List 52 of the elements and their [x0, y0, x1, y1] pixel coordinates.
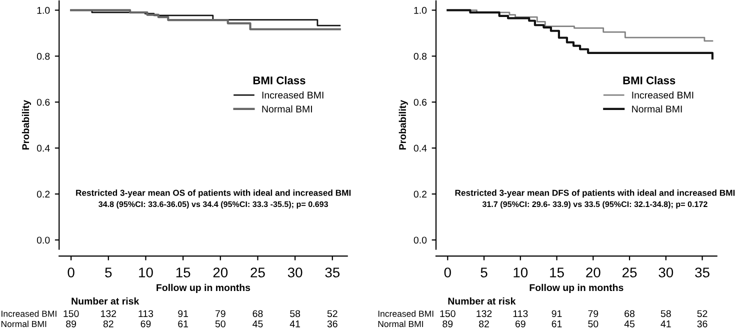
x-tick-label: 15	[550, 268, 564, 278]
y-tick-label: 0.8	[36, 52, 50, 60]
y-tick-label: 0.6	[414, 98, 427, 106]
y-tick-label: 1.0	[37, 6, 50, 14]
y-tick-label: 0.0	[36, 236, 50, 244]
text: 150 132 113 91 79 68 58 52	[64, 310, 338, 318]
text: 150 132 113 91 79 68 58 52	[440, 310, 708, 318]
y-axis-title: Probability	[22, 100, 32, 150]
y-tick-label: 1.0	[414, 6, 427, 14]
x-tick-label: 10	[139, 268, 153, 278]
legend-title: BMI Class	[253, 76, 306, 84]
y-axis-title: Probability	[398, 100, 408, 150]
legend-label: Increased BMI	[632, 91, 694, 99]
y-tick-label: 0.2	[36, 190, 50, 198]
x-tick-label: 20	[586, 268, 600, 278]
text: 89 82 69 61 50 45 41 36	[442, 320, 708, 328]
x-tick-label: 20	[213, 268, 228, 278]
y-tick-label: 0.6	[36, 98, 50, 106]
x-tick-label: 35	[325, 268, 340, 278]
x-tick-label: 35	[695, 268, 710, 278]
y-tick-label: 0.4	[36, 144, 50, 152]
x-tick-label: 25	[622, 268, 637, 278]
x-tick-label: 25	[250, 268, 265, 278]
x-tick-label: 15	[176, 268, 190, 278]
y-tick-label: 0.4	[414, 144, 427, 152]
y-tick-label: 0.2	[414, 190, 426, 198]
text: Increased BMI	[2, 310, 56, 317]
y-tick-label: 0.8	[414, 52, 427, 60]
x-tick-label: 5	[105, 268, 112, 278]
x-tick-label: 0	[68, 268, 74, 278]
text: Normal BMI	[1, 320, 46, 328]
legend-label: Normal BMI	[632, 105, 682, 112]
x-tick-label: 5	[480, 268, 488, 278]
text: 89 82 69 61 50 45 41 36	[66, 320, 338, 328]
legend-label: Increased BMI	[262, 91, 324, 99]
x-axis-title: Follow up in months	[156, 284, 250, 293]
x-tick-label: 0	[444, 268, 451, 278]
text: Number at risk	[72, 297, 140, 305]
legend-label: Normal BMI	[262, 105, 312, 112]
y-tick-label: 0.0	[414, 236, 427, 244]
annotation: Restricted 3-year mean OS of patients with ideal and increased BMI	[76, 190, 351, 198]
annotation: 31.7 (95%CI: 29.6- 33.9) vs 33.5 (95%CI: 32.1-34.8); p= 0.172	[482, 201, 708, 209]
x-tick-label: 10	[514, 268, 528, 278]
x-axis-title: Follow up in months	[530, 284, 624, 293]
text: Number at risk	[448, 297, 516, 305]
legend-title: BMI Class	[623, 76, 676, 84]
text: Normal BMI	[378, 320, 424, 328]
x-tick-label: 30	[288, 268, 302, 278]
x-tick-label: 30	[658, 268, 674, 278]
annotation: 34.8 (95%CI: 33.6-36.05) vs 34.4 (95%CI: 33.3 -35.5); p= 0.693	[98, 201, 328, 209]
annotation: Restricted 3-year mean DFS of patients with ideal and increased BMI	[455, 190, 735, 198]
text: Increased BMI	[378, 310, 434, 317]
